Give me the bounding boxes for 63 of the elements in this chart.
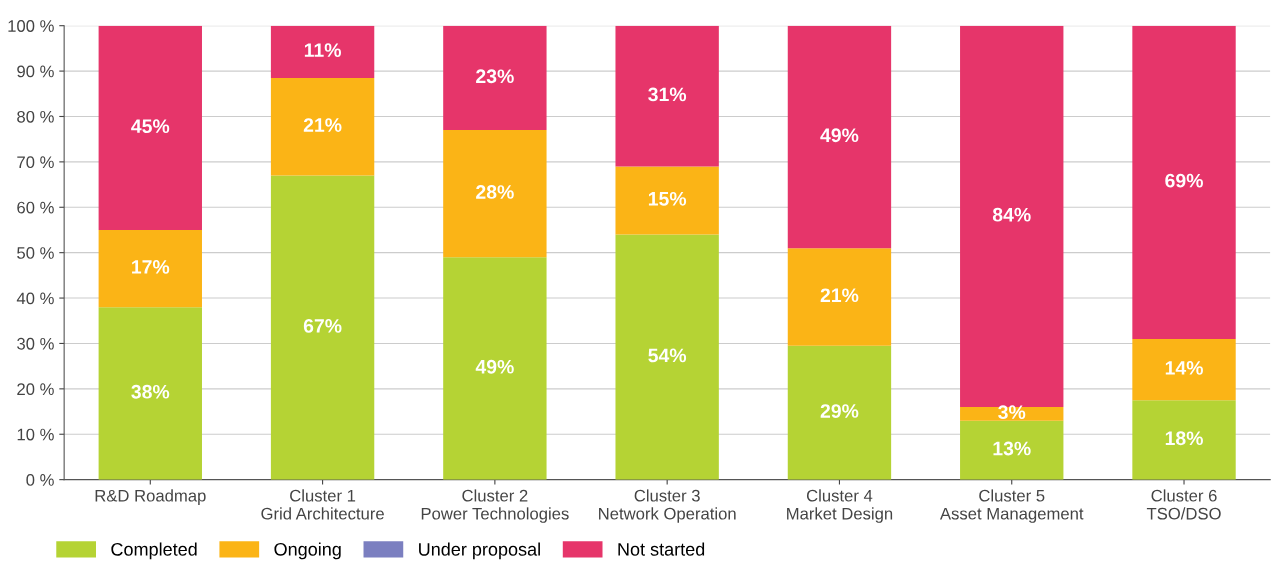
legend-label: Ongoing [274,542,341,560]
x-tick-label: Cluster 1 Grid Architecture [261,489,384,520]
legend-label: Completed [111,542,197,560]
bar [270,25,375,78]
data-label: 11% [304,43,341,57]
x-tick-label: Cluster 4 Market Design [787,489,893,523]
data-label: 18% [1165,431,1203,446]
y-tick-label: 0 % [26,474,54,486]
data-label: 28% [476,185,514,199]
data-label: 17% [132,260,170,274]
data-label: 69% [1165,173,1203,188]
bar [1132,400,1236,480]
x-tick-label: Cluster 5 Asset Management [939,489,1084,523]
data-label: 84% [992,207,1031,222]
data-label: 3% [998,405,1026,420]
y-tick-label: 10 % [17,428,54,441]
bar [1132,25,1236,339]
bar [787,248,892,346]
data-label: 54% [648,348,687,363]
data-label: 13% [993,441,1031,456]
data-label: 49% [475,359,514,374]
data-label: 38% [131,384,170,399]
x-tick-label: Cluster 3 Network Operation [599,489,736,523]
bar [787,345,892,480]
legend-label: Under proposal [419,542,540,560]
y-tick-label: 100 % [8,20,54,32]
bar [443,130,547,258]
x-tick-label: Cluster 6 TSO/DSO [1146,489,1221,520]
data-label: 67% [303,319,342,333]
data-label: 45% [131,119,170,134]
bar [270,77,375,176]
y-tick-label: 90 % [17,65,54,78]
data-label: 49% [820,128,859,143]
bar [960,407,1064,421]
bar [1132,338,1236,401]
bar [98,25,202,230]
bar [615,25,719,167]
y-tick-label: 60 % [17,201,54,214]
data-label: 21% [303,118,342,132]
data-label: 29% [820,404,859,418]
x-tick-label: Cluster 2 Power Technologies [421,489,569,523]
y-tick-label: 50 % [17,247,54,259]
y-tick-label: 30 % [17,337,54,350]
y-tick-label: 80 % [17,110,54,123]
data-label: 14% [1165,361,1203,375]
bar [615,234,719,480]
data-label: 31% [648,87,687,102]
bar [443,25,547,131]
bar [615,166,719,235]
y-tick-label: 20 % [17,383,54,396]
data-label: 21% [820,288,859,303]
bar [443,257,547,480]
bar [98,307,202,480]
bar [787,25,892,249]
legend-label: Not started [618,542,705,556]
y-tick-label: 70 % [17,156,54,169]
x-tick-label: R&D Roadmap [95,489,206,505]
bar [960,420,1064,480]
bar [270,175,375,480]
bar [98,229,202,308]
data-label: 23% [476,69,514,84]
data-label: 15% [648,191,687,206]
y-tick-label: 40 % [16,292,54,305]
